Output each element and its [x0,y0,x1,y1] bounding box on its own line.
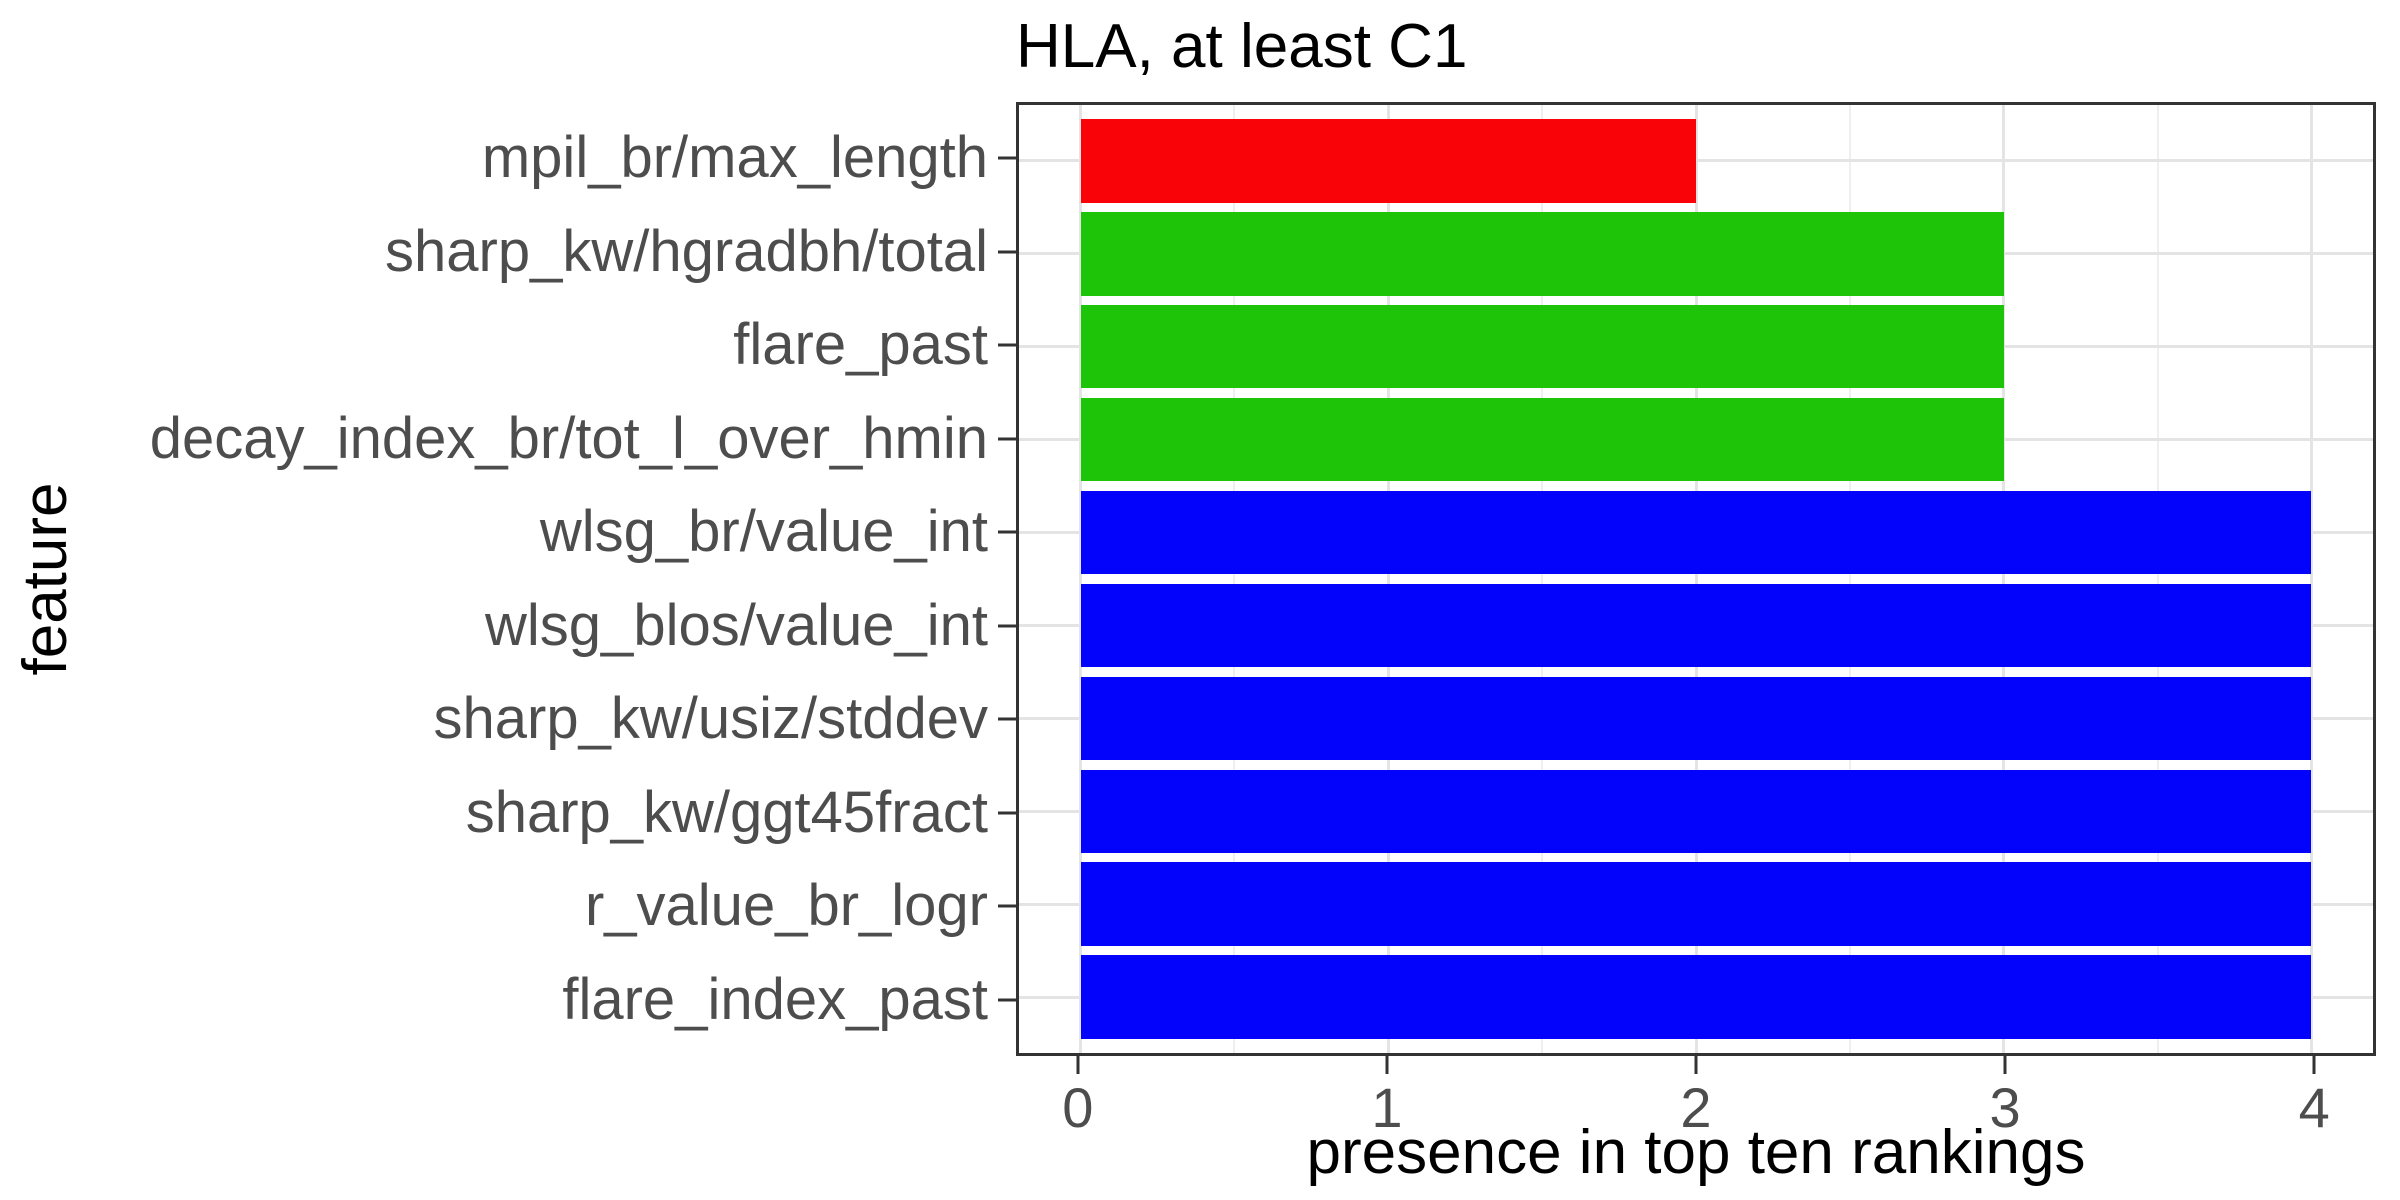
major-gridline [1694,105,1698,1053]
minor-gridline [1233,105,1236,1053]
y-tick-mark [998,437,1016,441]
bar [1080,490,2312,575]
x-tick-label: 2 [1680,1076,1712,1139]
y-tick-mark [998,156,1016,160]
y-tick-mark [998,343,1016,347]
y-tick-mark [998,250,1016,254]
x-tick-mark [1385,1056,1389,1074]
x-tick-label: 4 [2298,1076,2330,1139]
bar [1080,583,2312,668]
bar [1080,397,2004,482]
y-tick-label: flare_past [733,312,988,378]
x-axis-tick-marks [1016,1056,2376,1074]
x-tick-label: 3 [1989,1076,2021,1139]
y-tick-mark [998,624,1016,628]
bar [1080,769,2312,854]
y-tick-mark [998,998,1016,1002]
y-tick-mark [998,717,1016,721]
y-tick-label: sharp_kw/ggt45fract [465,779,988,845]
y-tick-mark [998,530,1016,534]
y-tick-label: r_value_br_logr [584,873,988,939]
x-axis-title: presence in top ten rankings [1306,1118,2086,1187]
bar [1080,676,2312,761]
major-gridline [2309,105,2313,1053]
x-tick-mark [1076,1056,1080,1074]
x-tick-label: 1 [1371,1076,1403,1139]
minor-gridline [1541,105,1544,1053]
x-tick-mark [2003,1056,2007,1074]
y-tick-label: sharp_kw/usiz/stddev [433,686,988,752]
x-tick-label: 0 [1062,1076,1094,1139]
major-gridline [1079,105,1083,1053]
minor-gridline [2156,105,2159,1053]
y-tick-label: flare_index_past [562,966,988,1032]
x-tick-mark [2312,1056,2316,1074]
y-tick-label: sharp_kw/hgradbh/total [385,218,988,284]
y-tick-label: mpil_br/max_length [481,125,988,191]
bar [1080,211,2004,296]
bar [1080,955,2312,1040]
bar [1080,862,2312,947]
y-axis-tick-marks [998,102,1016,1056]
y-axis-tick-labels: mpil_br/max_length sharp_kw/hgradbh/total… [0,102,988,1056]
y-tick-label: decay_index_br/tot_l_over_hmin [149,405,988,471]
major-gridline [2002,105,2006,1053]
minor-gridline [1848,105,1851,1053]
plot-title: HLA, at least C1 [1016,12,1468,81]
y-tick-label: wlsg_blos/value_int [485,592,988,658]
bar [1080,118,1696,203]
x-tick-mark [1694,1056,1698,1074]
y-tick-mark [998,904,1016,908]
category-gridline [1019,159,2373,163]
major-gridline [1386,105,1390,1053]
plot-panel [1016,102,2376,1056]
y-tick-mark [998,811,1016,815]
bar [1080,304,2004,389]
y-tick-label: wlsg_br/value_int [539,499,988,565]
